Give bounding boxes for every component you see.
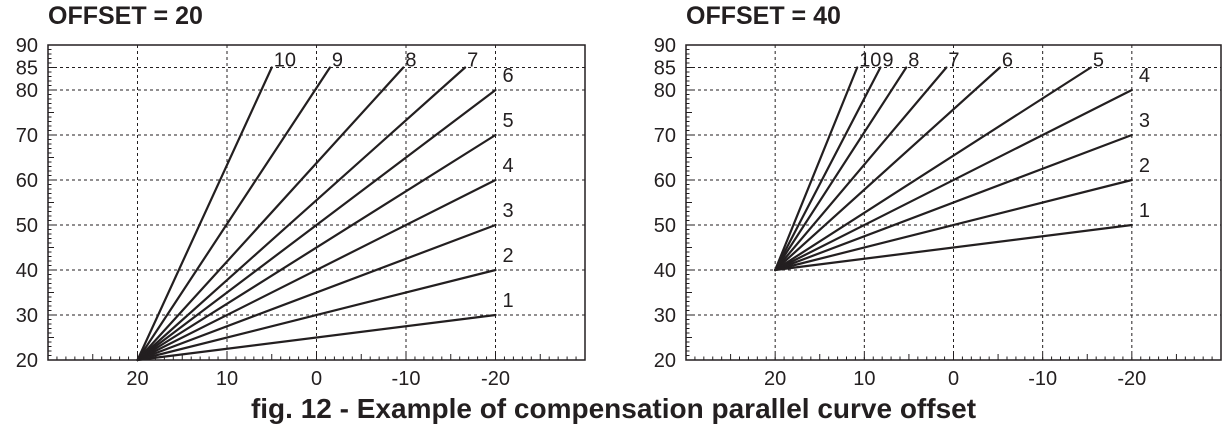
curve-label-10: 10 <box>859 50 881 72</box>
curve-line-2 <box>774 178 1133 272</box>
curve-label-3: 3 <box>503 200 514 222</box>
curve-line-4 <box>136 178 497 362</box>
curve-label-3: 3 <box>1139 110 1150 132</box>
x-tick-label: 20 <box>126 368 148 390</box>
y-tick-label: 20 <box>16 350 38 372</box>
x-tick-label: -20 <box>481 368 510 390</box>
y-tick-label: 50 <box>654 215 676 237</box>
y-tick-label: 60 <box>16 170 38 192</box>
curve-label-4: 4 <box>503 155 514 177</box>
curve-line-3 <box>136 223 497 362</box>
chart-title-offset-20: OFFSET = 20 <box>48 2 203 30</box>
curve-label-1: 1 <box>503 290 514 312</box>
y-tick-label: 30 <box>654 305 676 327</box>
curve-label-9: 9 <box>332 50 343 72</box>
curve-line-7 <box>774 66 948 272</box>
x-tick-label: 20 <box>764 368 786 390</box>
x-tick-label: -20 <box>1117 368 1146 390</box>
curve-label-7: 7 <box>467 50 478 72</box>
y-tick-label: 70 <box>654 125 676 147</box>
curve-line-6 <box>136 88 497 362</box>
plot-frame <box>685 44 1222 361</box>
y-tick-label: 90 <box>654 35 676 57</box>
plot-frame <box>47 44 586 361</box>
y-tick-label: 85 <box>654 58 676 80</box>
curve-label-8: 8 <box>908 50 919 72</box>
curve-line-8 <box>136 66 405 362</box>
curve-label-9: 9 <box>882 50 893 72</box>
curve-label-1: 1 <box>1139 200 1150 222</box>
figure-caption: fig. 12 - Example of compensation parall… <box>250 393 977 424</box>
curve-label-2: 2 <box>1139 155 1150 177</box>
x-tick-label: 10 <box>216 368 238 390</box>
curve-line-2 <box>136 268 497 362</box>
y-tick-label: 20 <box>654 350 676 372</box>
y-tick-label: 30 <box>16 305 38 327</box>
curve-line-5 <box>774 66 1092 272</box>
chart-title-offset-40: OFFSET = 40 <box>686 2 841 30</box>
y-tick-label: 50 <box>16 215 38 237</box>
curve-label-6: 6 <box>503 65 514 87</box>
curve-label-2: 2 <box>503 245 514 267</box>
x-tick-label: 0 <box>948 368 959 390</box>
curve-line-1 <box>774 223 1133 272</box>
curve-label-8: 8 <box>405 50 416 72</box>
curve-label-4: 4 <box>1139 65 1150 87</box>
curve-line-3 <box>774 133 1133 272</box>
curve-line-10 <box>136 66 273 362</box>
curve-line-4 <box>774 88 1133 272</box>
x-tick-label: 10 <box>853 368 875 390</box>
x-tick-label: -10 <box>392 368 421 390</box>
charts-canvas: 20 10 0 -10 -2020304050607080859012345678910… <box>16 35 1222 390</box>
curve-label-6: 6 <box>1002 50 1013 72</box>
y-tick-label: 60 <box>654 170 676 192</box>
curve-line-9 <box>136 66 332 362</box>
curve-line-6 <box>774 66 1001 272</box>
y-tick-label: 80 <box>654 80 676 102</box>
x-tick-label: -10 <box>1028 368 1057 390</box>
curve-line-7 <box>136 66 467 362</box>
curve-label-10: 10 <box>274 50 296 72</box>
y-tick-label: 80 <box>16 80 38 102</box>
y-tick-label: 70 <box>16 125 38 147</box>
y-tick-label: 85 <box>16 58 38 80</box>
curve-label-5: 5 <box>503 110 514 132</box>
curve-line-9 <box>774 66 882 272</box>
curve-label-5: 5 <box>1093 50 1104 72</box>
y-tick-label: 90 <box>16 35 38 57</box>
curve-line-1 <box>136 313 497 362</box>
curve-line-8 <box>774 66 908 272</box>
curve-line-5 <box>136 133 497 362</box>
curve-line-10 <box>774 66 859 272</box>
y-tick-label: 40 <box>16 260 38 282</box>
x-tick-label: 0 <box>311 368 322 390</box>
curve-label-7: 7 <box>948 50 959 72</box>
y-tick-label: 40 <box>654 260 676 282</box>
